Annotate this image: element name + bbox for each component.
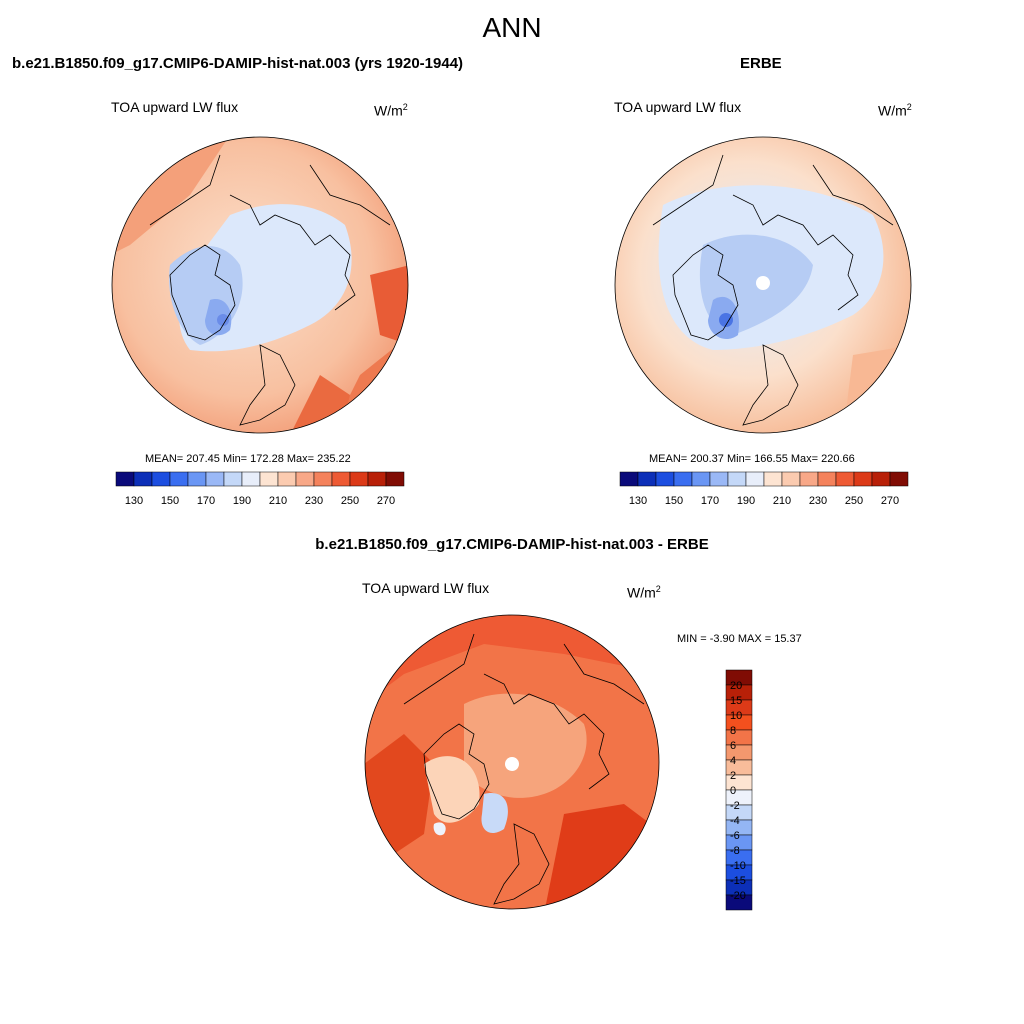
colorbar-tick-label: 4 xyxy=(730,755,736,767)
colorbar-tick-label: 0 xyxy=(730,785,736,797)
colorbar-swatch xyxy=(655,471,675,487)
diff-panel-title: b.e21.B1850.f09_g17.CMIP6-DAMIP-hist-nat… xyxy=(315,536,709,553)
colorbar-tick-label: 130 xyxy=(125,495,143,507)
colorbar-tick-label: 150 xyxy=(161,495,179,507)
colorbar-tick-label: -4 xyxy=(730,815,740,827)
model-stats: MEAN= 207.45 Min= 172.28 Max= 235.22 xyxy=(145,453,351,465)
colorbar-swatch xyxy=(133,471,153,487)
colorbar-swatch xyxy=(889,471,909,487)
colorbar-swatch xyxy=(637,471,657,487)
colorbar-swatch xyxy=(725,894,753,911)
colorbar-swatch xyxy=(745,471,765,487)
obs-polar-map xyxy=(614,136,912,434)
figure-title: ANN xyxy=(482,12,542,43)
colorbar-swatch xyxy=(619,471,639,487)
colorbar-tick-label: -2 xyxy=(730,800,740,812)
colorbar-tick-label: 10 xyxy=(730,710,742,722)
obs-stats: MEAN= 200.37 Min= 166.55 Max= 220.66 xyxy=(649,453,855,465)
colorbar-swatch xyxy=(709,471,729,487)
colorbar-tick-label: 130 xyxy=(629,495,647,507)
colorbar-tick-label: 230 xyxy=(809,495,827,507)
colorbar-tick-label: 150 xyxy=(665,495,683,507)
diff-polar-map xyxy=(364,614,660,910)
colorbar-swatch xyxy=(241,471,261,487)
model-polar-map xyxy=(111,136,409,434)
colorbar-tick-label: 250 xyxy=(341,495,359,507)
obs-variable-label: TOA upward LW flux xyxy=(614,99,742,115)
colorbar-swatch xyxy=(799,471,819,487)
model-colorbar: 130 150 170 190 210 230 250 270 xyxy=(115,471,405,507)
colorbar-swatch xyxy=(835,471,855,487)
colorbar-swatch xyxy=(385,471,405,487)
colorbar-tick-label: 270 xyxy=(881,495,899,507)
obs-units-label: W/m2 xyxy=(878,102,912,119)
colorbar-swatch xyxy=(331,471,351,487)
model-variable-label: TOA upward LW flux xyxy=(111,99,239,115)
model-units-label: W/m2 xyxy=(374,102,408,119)
colorbar-swatch xyxy=(871,471,891,487)
colorbar-swatch xyxy=(169,471,189,487)
colorbar-swatch xyxy=(187,471,207,487)
colorbar-swatch xyxy=(277,471,297,487)
colorbar-tick-label: 170 xyxy=(197,495,215,507)
obs-panel-title: ERBE xyxy=(740,55,782,72)
colorbar-swatch xyxy=(727,471,747,487)
colorbar-swatch xyxy=(817,471,837,487)
colorbar-swatch xyxy=(673,471,693,487)
colorbar-tick-label: -8 xyxy=(730,845,740,857)
colorbar-swatch xyxy=(853,471,873,487)
colorbar-tick-label: 250 xyxy=(845,495,863,507)
colorbar-tick-label: 210 xyxy=(773,495,791,507)
colorbar-tick-label: 8 xyxy=(730,725,736,737)
colorbar-tick-label: -15 xyxy=(730,875,746,887)
colorbar-tick-label: -20 xyxy=(730,890,746,902)
colorbar-tick-label: 15 xyxy=(730,695,742,707)
colorbar-swatch xyxy=(223,471,243,487)
colorbar-swatch xyxy=(349,471,369,487)
colorbar-tick-label: 2 xyxy=(730,770,736,782)
colorbar-swatch xyxy=(151,471,171,487)
colorbar-swatch xyxy=(367,471,387,487)
colorbar-swatch xyxy=(295,471,315,487)
colorbar-tick-label: 230 xyxy=(305,495,323,507)
colorbar-swatch xyxy=(259,471,279,487)
colorbar-swatch xyxy=(115,471,135,487)
colorbar-tick-label: -6 xyxy=(730,830,740,842)
colorbar-tick-label: 20 xyxy=(730,680,742,692)
colorbar-tick-label: 6 xyxy=(730,740,736,752)
colorbar-tick-label: 190 xyxy=(737,495,755,507)
colorbar-swatch xyxy=(691,471,711,487)
colorbar-tick-label: 170 xyxy=(701,495,719,507)
diff-variable-label: TOA upward LW flux xyxy=(362,580,490,596)
colorbar-swatch xyxy=(763,471,783,487)
obs-colorbar: 130 150 170 190 210 230 250 270 xyxy=(619,471,909,507)
model-panel-title: b.e21.B1850.f09_g17.CMIP6-DAMIP-hist-nat… xyxy=(12,55,464,72)
colorbar-swatch xyxy=(313,471,333,487)
colorbar-swatch xyxy=(205,471,225,487)
colorbar-swatch xyxy=(781,471,801,487)
colorbar-tick-label: -10 xyxy=(730,860,746,872)
colorbar-tick-label: 210 xyxy=(269,495,287,507)
diff-units-label: W/m2 xyxy=(627,584,661,601)
diff-stats: MIN = -3.90 MAX = 15.37 xyxy=(677,633,802,645)
colorbar-tick-label: 190 xyxy=(233,495,251,507)
colorbar-tick-label: 270 xyxy=(377,495,395,507)
